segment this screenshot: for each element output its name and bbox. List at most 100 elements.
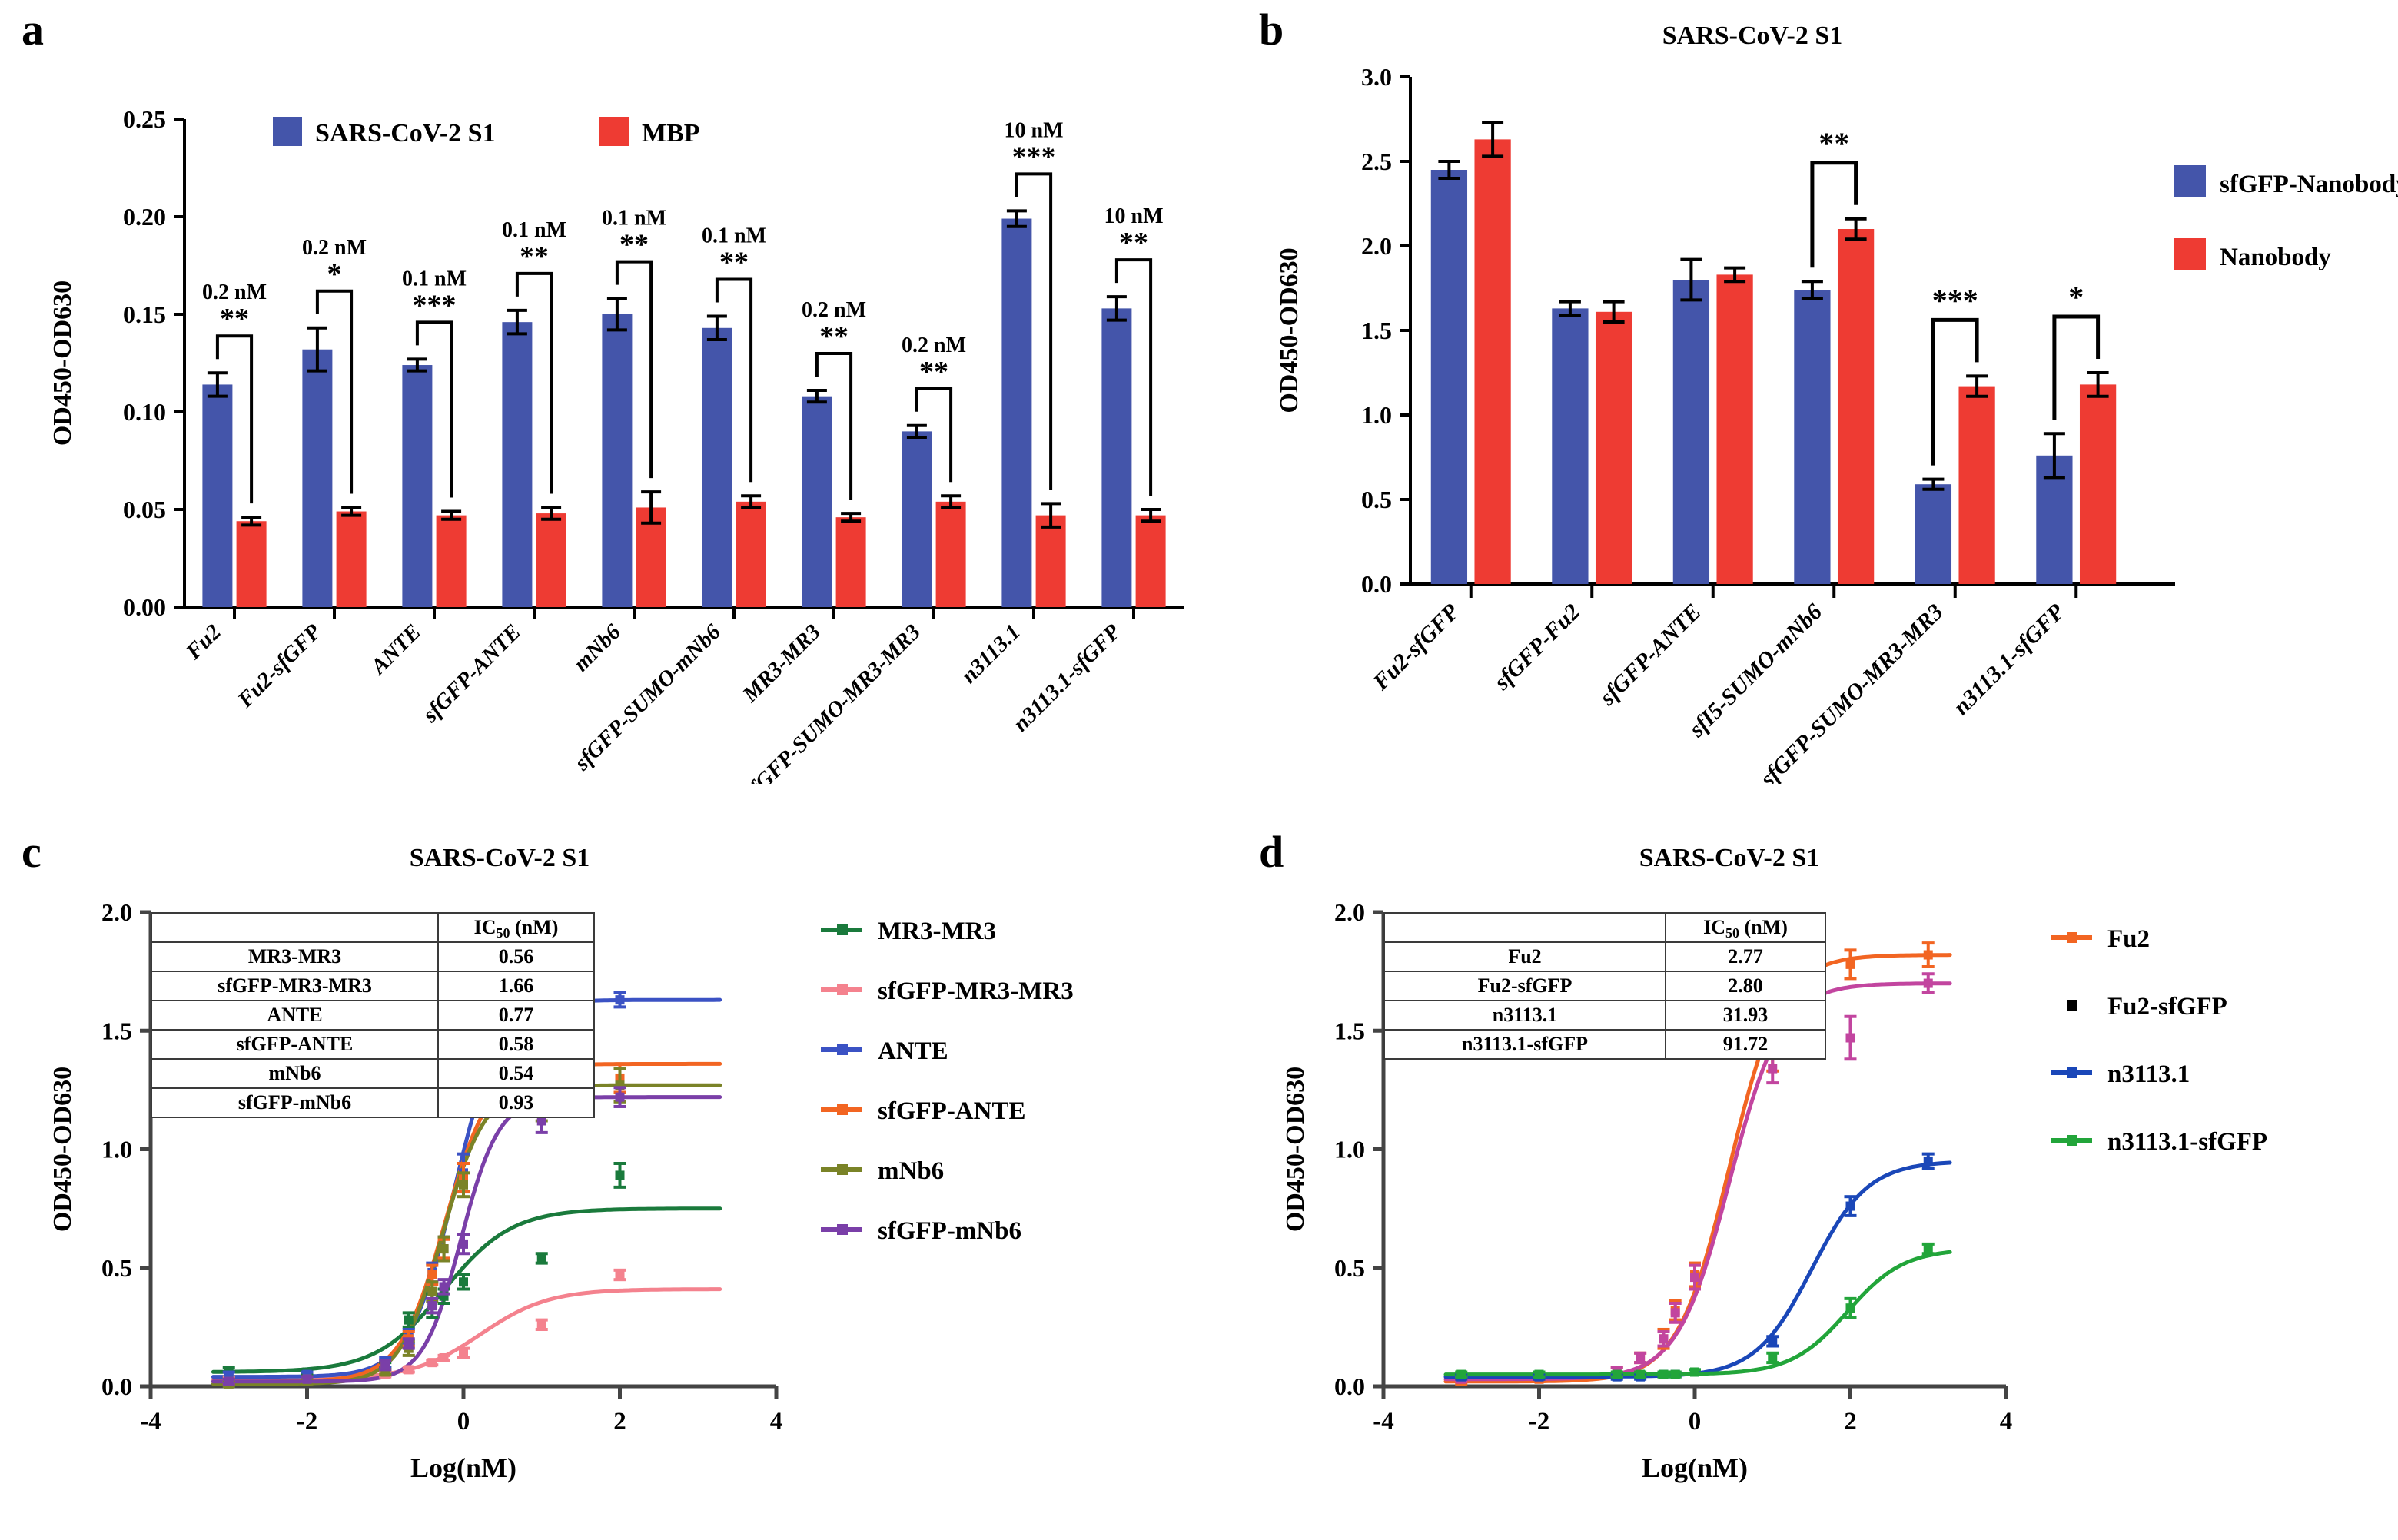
panel-b-plot: 0.0 0.5 1.0 1.5 2.0 2.5 3.0 OD450-OD630 sfGFP-Na…	[1230, 0, 2398, 784]
y-tick-label: 0.10	[123, 398, 166, 426]
table-row: Fu2 2.77	[1383, 941, 1826, 972]
y-tick-label: 0.0	[1334, 1372, 1365, 1400]
panel-a: a SARS-CoV-2 S1 MBP 0.00 0.05 0.10 0.15 0.20 0.…	[0, 0, 1230, 784]
x-tick-label: -4	[140, 1408, 161, 1435]
row-ic50: 2.77	[1665, 941, 1826, 972]
significance-bracket	[915, 387, 953, 483]
bar-nanobody	[1716, 274, 1753, 584]
row-name: ANTE	[151, 1000, 439, 1031]
panel-c-title: SARS-CoV-2 S1	[409, 844, 590, 872]
y-tick-label: 1.0	[1334, 1136, 1365, 1163]
row-ic50: 1.66	[437, 971, 595, 1001]
data-point	[224, 1376, 234, 1386]
significance-stars: **	[520, 241, 549, 273]
legend-swatch-s1	[273, 117, 302, 146]
bar-s1	[1001, 218, 1032, 607]
x-tick-label: 2	[613, 1408, 626, 1435]
significance-bracket	[815, 352, 853, 500]
x-tick-label: sfGFP-ANTE	[1594, 599, 1706, 711]
ic50-unit: (nM)	[1744, 916, 1788, 938]
significance-bracket	[1015, 172, 1053, 490]
ic50-table-d: IC50 (nM) Fu2 2.77 Fu2-sfGFP 2.80 n3113.…	[1383, 912, 1826, 1060]
significance-bracket	[1114, 258, 1153, 496]
legend-swatch-mbp	[600, 117, 629, 146]
bar-sfgfp-nanobody	[1552, 308, 1589, 584]
x-tick-label: 0	[1689, 1408, 1702, 1435]
bar-s1	[1101, 308, 1132, 607]
row-ic50: 31.93	[1665, 1000, 1826, 1031]
data-point	[459, 1348, 468, 1358]
bar-nanobody	[2079, 384, 2117, 584]
x-tick-label: -2	[1529, 1408, 1550, 1435]
data-point	[536, 1253, 546, 1263]
row-name: sfGFP-mNb6	[151, 1087, 439, 1118]
data-point	[459, 1277, 468, 1287]
panel-b-title: SARS-CoV-2 S1	[1662, 22, 1843, 50]
concentration-label: 0.1 nM	[602, 207, 666, 231]
legend-label: ANTE	[878, 1037, 948, 1065]
row-name: mNb6	[151, 1058, 439, 1089]
concentration-label: 0.1 nM	[702, 224, 766, 248]
data-point	[1690, 1273, 1699, 1283]
significance-stars: *	[327, 258, 342, 290]
ic50-table-c: IC50 (nM) MR3-MR3 0.56 sfGFP-MR3-MR3 1.6…	[151, 912, 595, 1118]
data-point	[1768, 1352, 1778, 1362]
x-axis-title: Log(nM)	[410, 1452, 516, 1483]
header-ic50-cell: IC50 (nM)	[437, 912, 595, 943]
panel-b-legend: sfGFP-Nanobody Nanobody	[2174, 165, 2398, 271]
table-row: n3113.1 31.93	[1383, 1000, 1826, 1031]
y-tick-label: 3.0	[1361, 63, 1392, 91]
panel-c: c SARS-CoV-2 S1 0.0 0.5 1.0 1.5 2.0 -4 -2 0 2 4 Lo…	[0, 830, 1230, 1540]
y-tick-label: 1.5	[101, 1017, 132, 1044]
significance-stars: **	[619, 229, 649, 261]
y-tick-label: 2.5	[1361, 148, 1392, 175]
panel-d-ic50-table: IC50 (nM) Fu2 2.77 Fu2-sfGFP 2.80 n3113.…	[1383, 912, 1826, 1060]
curve-sfGFP-MR3-MR3	[211, 1287, 722, 1382]
concentration-label: 0.2 nM	[802, 298, 866, 322]
table-header-row: IC50 (nM)	[151, 912, 595, 943]
y-tick-label: 0.20	[123, 203, 166, 231]
data-point	[1690, 1367, 1699, 1377]
x-tick-label: sfGFP-SUMO-MR3-MR3	[739, 619, 925, 784]
data-point	[1534, 1369, 1544, 1379]
x-tick-label: -2	[297, 1408, 318, 1435]
bar-mbp	[436, 515, 467, 607]
significance-stars: *	[2068, 280, 2084, 314]
panel-c-plot: 0.0 0.5 1.0 1.5 2.0 -4 -2 0 2 4 Log(nM) OD450-OD630…	[0, 830, 1230, 1540]
table-row: MR3-MR3 0.56	[151, 941, 595, 972]
data-point	[1923, 1244, 1933, 1254]
curve-MR3-MR3	[211, 1206, 722, 1374]
data-point	[459, 1180, 468, 1190]
data-point	[1456, 1369, 1466, 1379]
data-point	[459, 1239, 468, 1249]
legend-marker	[2067, 932, 2077, 943]
legend-label-nanobody: Nanobody	[2220, 244, 2331, 271]
y-tick-label: 0.5	[101, 1254, 132, 1282]
legend-label-s1: SARS-CoV-2 S1	[315, 119, 496, 148]
data-point	[1923, 1156, 1933, 1166]
legend-swatch-sfgfp-nanobody	[2174, 165, 2206, 197]
bar-mbp	[336, 511, 367, 607]
bar-s1	[902, 431, 932, 607]
x-tick-label: Fu2-sfGFP	[1367, 599, 1464, 695]
data-point	[302, 1374, 312, 1384]
x-tick-label: 4	[770, 1408, 783, 1435]
legend-marker	[837, 984, 848, 995]
data-point	[615, 1170, 625, 1180]
legend-label: Fu2-sfGFP	[2107, 993, 2227, 1021]
panel-d-legend: Fu2 Fu2-sfGFP n3113.1 n3113.1-sfGFP	[2051, 925, 2267, 1156]
bar-s1	[802, 396, 832, 607]
x-tick-label: sfGFP-Fu2	[1489, 599, 1585, 695]
row-name: Fu2-sfGFP	[1383, 971, 1666, 1001]
row-name: MR3-MR3	[151, 941, 439, 972]
x-tick-label: mNb6	[569, 619, 626, 676]
y-tick-label: 2.0	[101, 898, 132, 926]
data-point	[404, 1339, 414, 1349]
panel-d-plot: 0.0 0.5 1.0 1.5 2.0 -4 -2 0 2 4 Log(nM) OD450-OD630…	[1230, 830, 2398, 1540]
row-ic50: 0.77	[437, 1000, 595, 1031]
panel-d: d SARS-CoV-2 S1 0.0 0.5 1.0 1.5 2.0 -4 -2 0 2 4 Lo…	[1230, 830, 2398, 1540]
ic50-subscript: 50	[496, 925, 510, 941]
x-tick-label: Fu2-sfGFP	[233, 619, 327, 713]
y-tick-label: 1.5	[1361, 317, 1392, 344]
data-point	[615, 1270, 625, 1280]
